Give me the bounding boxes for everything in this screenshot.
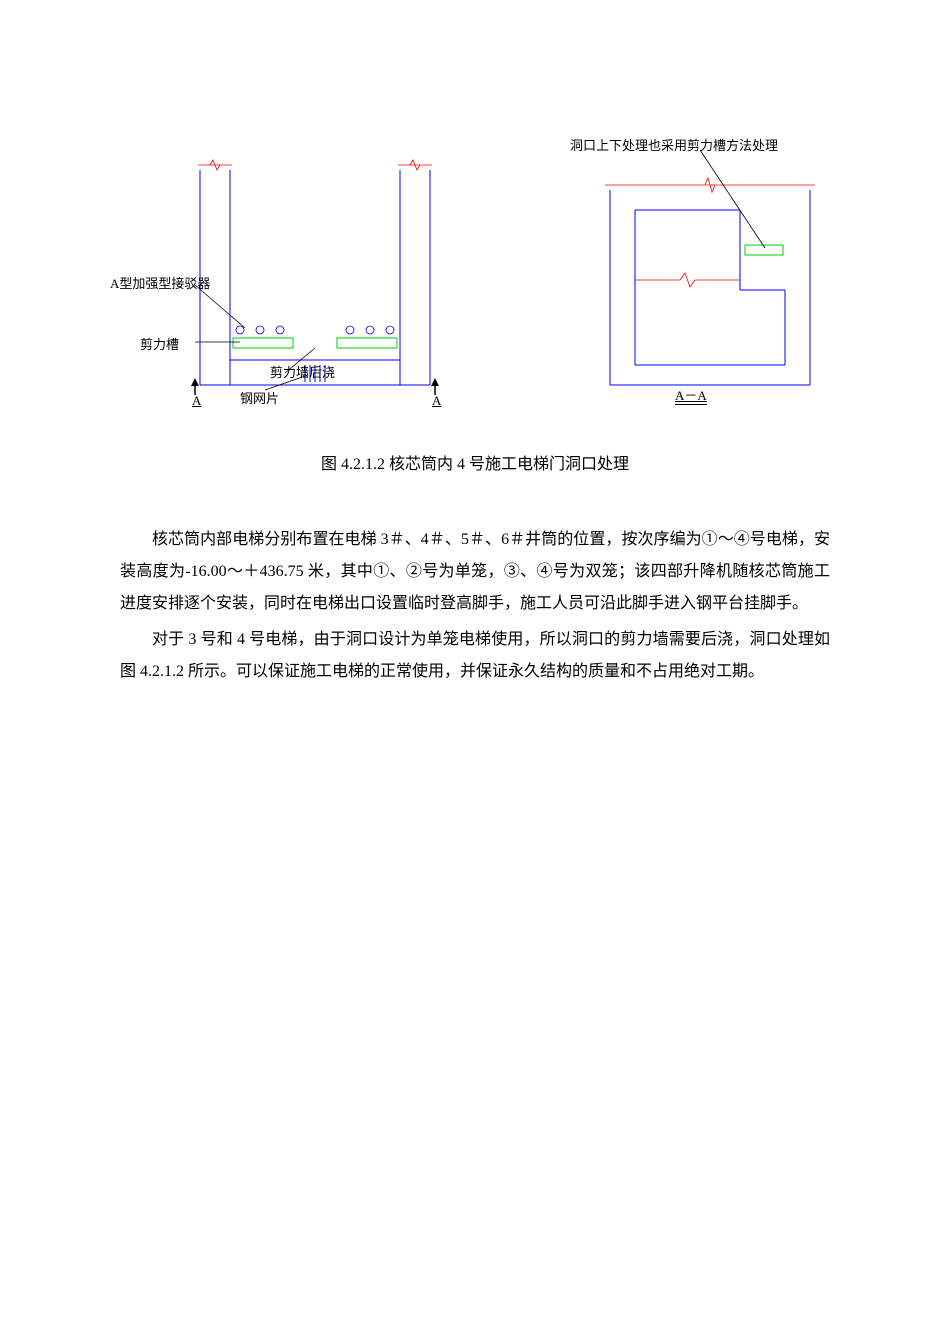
body-text: 核芯筒内部电梯分别布置在电梯 3＃、4＃、5＃、6＃井筒的位置，按次序编为①～④…: [100, 524, 850, 688]
label-steel-mesh: 钢网片: [240, 388, 279, 407]
figure-caption: 图 4.2.1.2 核芯筒内 4 号施工电梯门洞口处理: [100, 450, 850, 474]
label-section-a-right: A: [432, 393, 441, 409]
label-right-note: 洞口上下处理也采用剪力槽方法处理: [570, 135, 778, 154]
label-connector: A型加强型接驳器: [110, 273, 210, 292]
diagram-area: A型加强型接驳器 剪力槽 剪力墙后浇 钢网片 A A 洞口上下处理也采用剪力槽方…: [100, 130, 850, 410]
left-elevation-diagram: A型加强型接驳器 剪力槽 剪力墙后浇 钢网片 A A: [110, 130, 490, 410]
label-section-aa: A－A: [675, 385, 707, 405]
right-section-diagram: 洞口上下处理也采用剪力槽方法处理: [580, 130, 840, 410]
paragraph-2: 对于 3 号和 4 号电梯，由于洞口设计为单笼电梯使用，所以洞口的剪力墙需要后浇…: [120, 624, 830, 688]
paragraph-1: 核芯筒内部电梯分别布置在电梯 3＃、4＃、5＃、6＃井筒的位置，按次序编为①～④…: [120, 524, 830, 620]
label-section-a-left: A: [192, 393, 201, 409]
label-shear-slot: 剪力槽: [140, 334, 179, 353]
label-shear-wall: 剪力墙后浇: [270, 362, 335, 381]
